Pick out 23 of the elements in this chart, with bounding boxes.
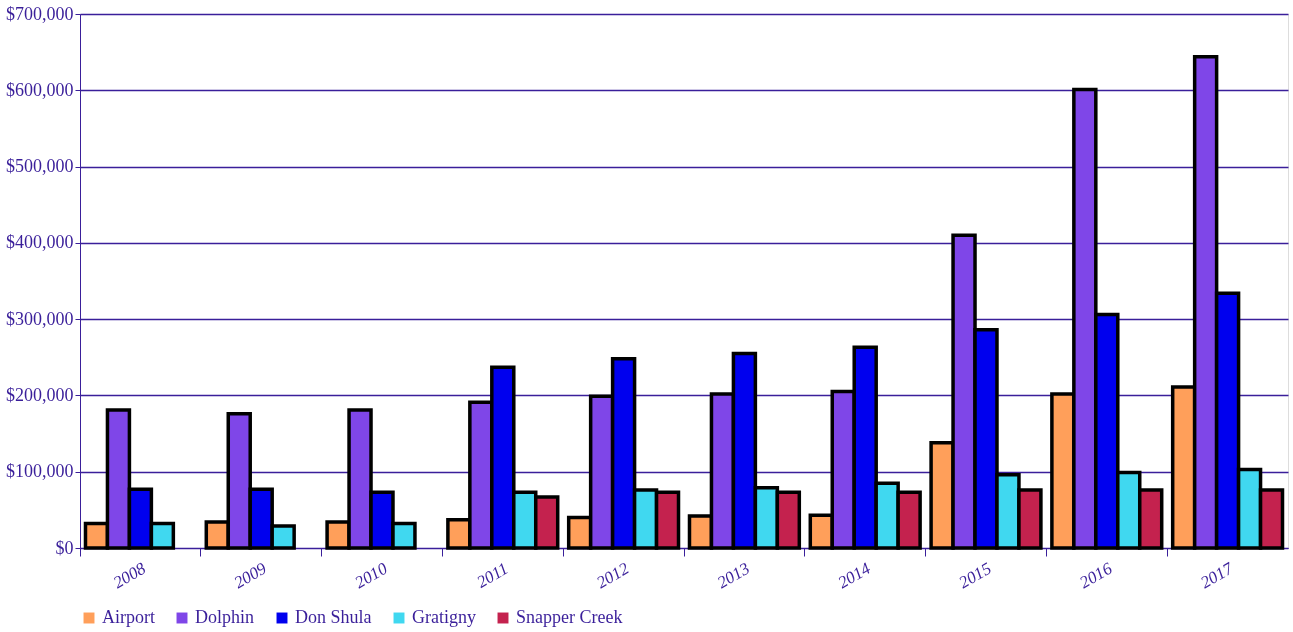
- legend-label: Airport: [102, 607, 155, 627]
- x-tick-label: 2013: [713, 558, 753, 593]
- y-tick-label: $200,000: [6, 384, 74, 405]
- x-tick-label: 2010: [351, 558, 391, 593]
- x-tick-label: 2008: [109, 558, 150, 593]
- y-tick-label: $0: [55, 537, 74, 558]
- x-tick-label: 2011: [473, 558, 512, 592]
- x-tick-label: 2009: [230, 558, 271, 593]
- x-tick-label: 2015: [955, 558, 995, 593]
- y-tick-label: $600,000: [6, 79, 74, 100]
- y-tick-label: $100,000: [6, 461, 74, 482]
- y-tick-label: $300,000: [6, 308, 74, 329]
- x-tick-label: 2012: [593, 558, 633, 593]
- x-tick-label: 2016: [1076, 558, 1116, 593]
- y-tick-label: $400,000: [6, 232, 74, 253]
- x-tick-label: 2017: [1197, 558, 1238, 593]
- legend-label: Snapper Creek: [516, 607, 623, 627]
- x-tick-label: 2014: [834, 558, 875, 593]
- legend-label: Dolphin: [195, 607, 255, 627]
- y-tick-label: $500,000: [6, 156, 74, 177]
- legend-label: Don Shula: [295, 607, 372, 627]
- y-tick-label: $700,000: [6, 3, 74, 24]
- legend-label: Gratigny: [412, 607, 476, 627]
